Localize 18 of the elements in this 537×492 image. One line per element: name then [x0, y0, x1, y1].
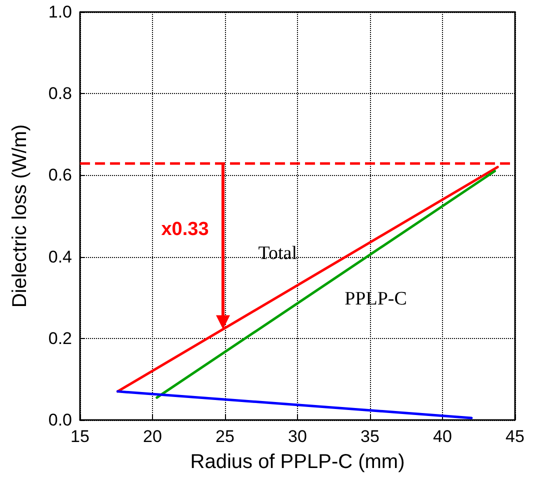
x-tick-label: 45 — [506, 427, 524, 446]
annotation: x0.33 — [161, 219, 209, 240]
x-tick-label: 35 — [360, 427, 380, 446]
series-label: PPLP-C — [344, 288, 407, 310]
y-tick-label: 0.6 — [48, 166, 72, 185]
x-tick-label: 20 — [143, 427, 162, 446]
x-tick-label: 40 — [433, 427, 452, 446]
y-axis-title: Dielectric loss (W/m) — [9, 124, 31, 308]
y-tick-label: 0.8 — [48, 84, 72, 104]
x-tick-label: 15 — [70, 427, 90, 446]
series-label: Total — [258, 243, 298, 264]
y-tick-label: 0.2 — [48, 328, 72, 348]
x-tick-label: 30 — [288, 427, 307, 446]
y-tick-label: 0.4 — [48, 247, 72, 266]
x-axis-title: Radius of PPLP-C (mm) — [190, 451, 405, 473]
y-tick-label: 1.0 — [48, 2, 72, 22]
y-tick-label: 0.0 — [48, 410, 72, 430]
x-tick-label: 25 — [216, 427, 234, 446]
